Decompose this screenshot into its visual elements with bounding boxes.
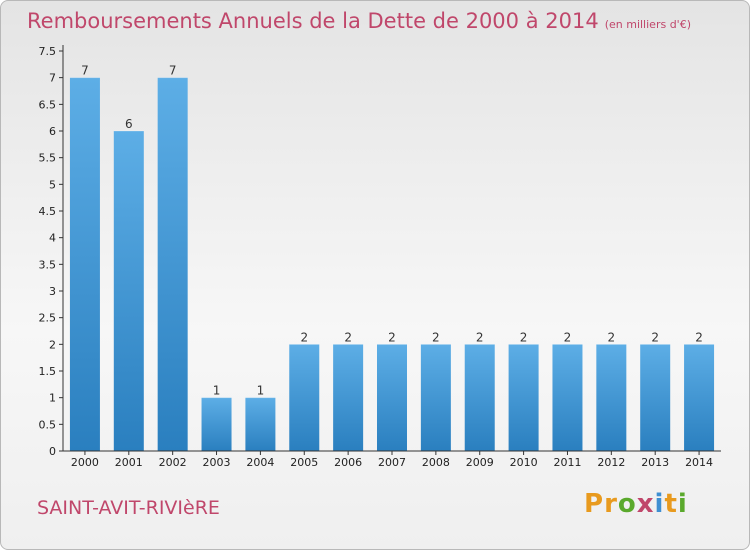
- x-tick-label-2005: 2005: [290, 456, 318, 469]
- bar-2014: [684, 344, 715, 451]
- x-tick-label-2010: 2010: [510, 456, 538, 469]
- bar-2010: [508, 344, 539, 451]
- x-tick-label-2012: 2012: [597, 456, 625, 469]
- chart-title: Remboursements Annuels de la Dette de 20…: [27, 9, 691, 33]
- bar-2011: [552, 344, 583, 451]
- x-tick-label-2014: 2014: [685, 456, 713, 469]
- y-tick-label: 5.5: [39, 152, 57, 165]
- bar-2001: [113, 131, 144, 451]
- proxiti-logo[interactable]: Proxiti: [584, 489, 688, 519]
- y-tick-label: 0.5: [39, 418, 57, 431]
- y-tick-label: 6.5: [39, 98, 57, 111]
- value-label-2007: 2: [388, 330, 396, 344]
- y-tick-label: 7: [49, 72, 56, 85]
- logo-letter: i: [654, 489, 665, 519]
- value-label-2008: 2: [432, 330, 440, 344]
- logo-letter: x: [636, 489, 655, 519]
- x-tick-label-2003: 2003: [203, 456, 231, 469]
- logo-letter: r: [604, 489, 618, 519]
- y-tick-label: 7.5: [39, 45, 57, 58]
- bar-2012: [596, 344, 627, 451]
- bar-2005: [289, 344, 320, 451]
- bar-2008: [420, 344, 451, 451]
- logo-letter: t: [664, 489, 678, 519]
- y-tick-label: 6: [49, 125, 56, 138]
- y-tick-label: 3: [49, 285, 56, 298]
- y-tick-label: 2.5: [39, 312, 57, 325]
- chart-unit-note: (en milliers d'€): [604, 18, 691, 31]
- y-tick-label: 1: [49, 392, 56, 405]
- bar-2009: [464, 344, 495, 451]
- value-label-2002: 7: [169, 64, 177, 78]
- value-label-2014: 2: [695, 330, 703, 344]
- value-label-2005: 2: [300, 330, 308, 344]
- y-tick-label: 0: [49, 445, 56, 458]
- bar-2004: [245, 397, 276, 451]
- bar-2013: [640, 344, 671, 451]
- y-tick-label: 4.5: [39, 205, 57, 218]
- y-tick-label: 1.5: [39, 365, 57, 378]
- y-tick-label: 3.5: [39, 258, 57, 271]
- value-label-2006: 2: [344, 330, 352, 344]
- commune-name: SAINT-AVIT-RIVIèRE: [37, 497, 220, 519]
- bar-2007: [377, 344, 407, 451]
- value-label-2009: 2: [476, 330, 484, 344]
- bar-2006: [333, 344, 364, 451]
- value-label-2013: 2: [651, 330, 659, 344]
- value-label-2001: 6: [125, 117, 133, 131]
- x-tick-label-2000: 2000: [71, 456, 99, 469]
- logo-letter: i: [677, 489, 688, 519]
- y-tick-label: 4: [49, 232, 56, 245]
- value-label-2010: 2: [520, 330, 528, 344]
- x-tick-label-2006: 2006: [334, 456, 362, 469]
- bar-2003: [201, 397, 232, 451]
- logo-letter: o: [617, 489, 637, 519]
- bar-2002: [157, 77, 188, 452]
- chart-title-text: Remboursements Annuels de la Dette de 20…: [27, 9, 599, 33]
- value-label-2011: 2: [564, 330, 572, 344]
- x-tick-label-2008: 2008: [422, 456, 450, 469]
- y-tick-label: 5: [49, 178, 56, 191]
- x-tick-label-2007: 2007: [378, 456, 406, 469]
- value-label-2003: 1: [213, 384, 221, 398]
- y-tick-label: 2: [49, 338, 56, 351]
- x-tick-label-2013: 2013: [641, 456, 669, 469]
- x-tick-label-2001: 2001: [115, 456, 143, 469]
- value-label-2004: 1: [257, 384, 265, 398]
- value-label-2012: 2: [608, 330, 616, 344]
- bar-2000: [69, 77, 100, 452]
- x-tick-label-2011: 2011: [553, 456, 581, 469]
- logo-letter: P: [584, 489, 605, 519]
- x-tick-label-2009: 2009: [466, 456, 494, 469]
- value-label-2000: 7: [81, 64, 89, 78]
- x-tick-label-2002: 2002: [159, 456, 187, 469]
- x-tick-label-2004: 2004: [246, 456, 274, 469]
